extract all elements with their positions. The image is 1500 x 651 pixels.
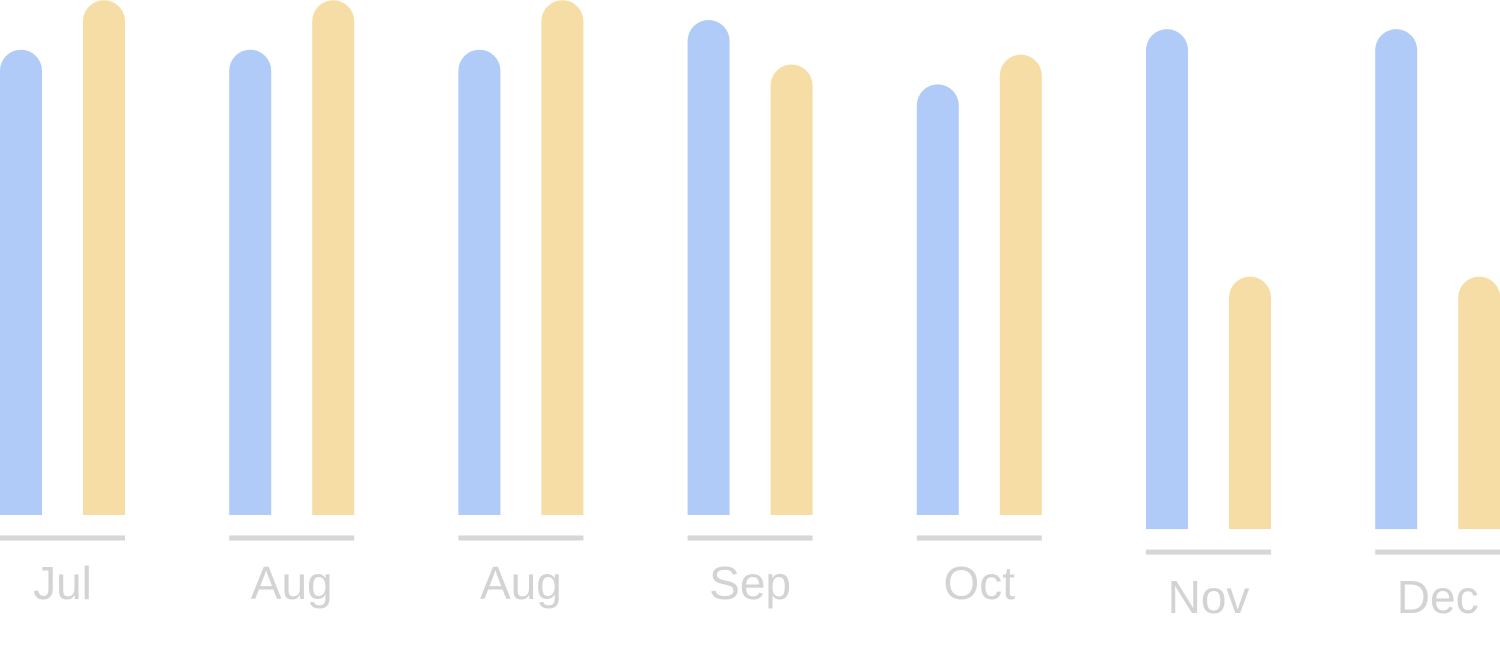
baseline-0 — [0, 535, 125, 541]
bar-blue-6 — [1375, 29, 1418, 530]
x-tick-label-4: Oct — [944, 557, 1016, 609]
baseline-6 — [1375, 549, 1500, 555]
baseline-3 — [687, 535, 813, 541]
bar-blue-2 — [458, 49, 501, 515]
bar-blue-1 — [229, 49, 272, 516]
bar-blue-5 — [1146, 29, 1188, 530]
bar-orange-1 — [312, 0, 355, 515]
x-tick-label-0: Jul — [33, 557, 92, 609]
bar-blue-4 — [916, 84, 959, 515]
bar-blue-0 — [0, 49, 42, 515]
x-tick-label-6: Dec — [1397, 571, 1479, 623]
baseline-4 — [916, 535, 1042, 541]
bar-orange-3 — [770, 64, 813, 516]
bar-blue-3 — [687, 20, 730, 516]
bars-layer — [0, 0, 1500, 530]
x-tick-label-3: Sep — [709, 557, 791, 609]
bar-orange-4 — [999, 54, 1042, 516]
bar-orange-6 — [1458, 276, 1500, 530]
labels-layer: Jul Aug Aug Sep Oct Nov Dec — [33, 557, 1479, 623]
baseline-2 — [458, 535, 584, 541]
bar-orange-5 — [1229, 276, 1271, 530]
x-tick-label-5: Nov — [1168, 571, 1250, 623]
bar-orange-0 — [83, 0, 125, 515]
bar-orange-2 — [541, 0, 584, 515]
x-tick-label-2: Aug — [480, 557, 562, 609]
baseline-5 — [1146, 549, 1271, 555]
baselines-layer — [0, 535, 1500, 555]
x-tick-label-1: Aug — [251, 557, 333, 609]
baseline-1 — [229, 535, 355, 541]
